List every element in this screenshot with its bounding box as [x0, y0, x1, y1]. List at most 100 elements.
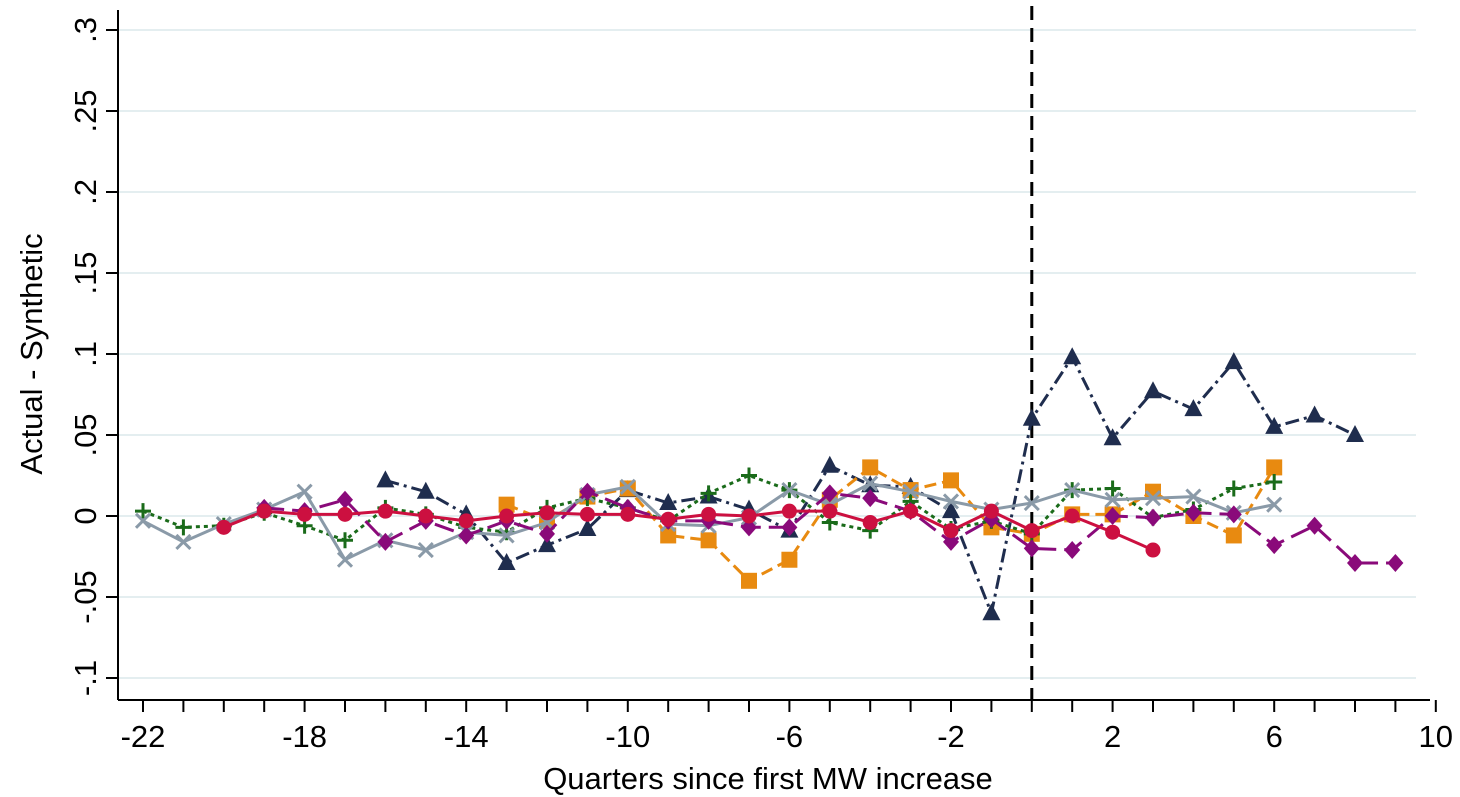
data-point-diamond [821, 484, 838, 503]
data-point-circle [822, 503, 838, 519]
y-tick-label: -.1 [68, 660, 103, 696]
data-point-plus [175, 519, 192, 536]
x-tick-label: -22 [121, 719, 166, 754]
y-tick-label: .05 [68, 413, 103, 456]
data-point-plus [741, 467, 757, 484]
data-point-triangle [1265, 416, 1284, 434]
data-point-plus [1225, 480, 1242, 497]
x-tick-label: -6 [776, 719, 804, 754]
data-point-x [1023, 494, 1040, 512]
data-point-diamond [943, 532, 959, 551]
grid-layer [118, 29, 1416, 679]
data-point-circle [418, 508, 434, 524]
series-square [498, 459, 1283, 589]
data-point-diamond [579, 482, 596, 501]
data-point-x [417, 541, 434, 559]
y-tick-label: .2 [68, 179, 103, 205]
data-point-square [943, 472, 959, 489]
y-tick-label: 0 [68, 507, 103, 524]
data-point-diamond [1387, 553, 1404, 572]
data-point-circle [701, 506, 717, 522]
series-diamond [256, 482, 1404, 572]
data-point-circle [297, 506, 313, 522]
data-point-x [1064, 482, 1081, 499]
data-point-x [942, 493, 960, 510]
data-point-triangle [376, 470, 395, 488]
series-layer [134, 347, 1404, 621]
data-point-circle [256, 503, 272, 519]
series-circle [216, 503, 1161, 558]
data-point-diamond [1023, 539, 1040, 558]
y-tick-label: .3 [68, 17, 103, 43]
data-point-triangle [1022, 408, 1041, 426]
axes-layer: -.1-.050.05.1.15.2.25.3-22 -18 -14 -10 -6 -2 2… [68, 10, 1453, 754]
data-point-triangle [1305, 405, 1324, 423]
x-tick-label: 10 [1419, 719, 1453, 754]
data-point-circle [377, 503, 393, 519]
data-point-x [296, 483, 313, 500]
data-point-triangle [1184, 399, 1203, 417]
data-point-plus [1104, 480, 1121, 497]
data-point-diamond [539, 524, 555, 543]
data-point-circle [620, 506, 636, 522]
data-point-circle [458, 513, 474, 529]
data-point-x [134, 512, 152, 529]
data-point-circle [903, 503, 919, 519]
data-point-diamond [377, 532, 394, 551]
data-point-x [619, 478, 636, 495]
data-point-triangle [1346, 425, 1364, 442]
data-point-circle [862, 514, 878, 530]
data-point-circle [216, 519, 232, 535]
data-point-triangle [538, 535, 556, 553]
data-point-diamond [337, 490, 353, 509]
data-point-triangle [416, 481, 435, 499]
data-point-diamond [1064, 541, 1081, 560]
x-tick-label: 6 [1266, 719, 1283, 754]
data-point-x [1104, 491, 1121, 508]
data-point-circle [337, 506, 353, 522]
data-point-diamond [1185, 503, 1202, 522]
data-point-x [1185, 488, 1202, 505]
data-point-plus [1266, 473, 1283, 490]
data-point-x [862, 475, 879, 492]
data-point-diamond [1306, 516, 1323, 535]
data-point-triangle [497, 552, 516, 570]
data-point-circle [1105, 524, 1121, 540]
data-point-x [336, 551, 354, 568]
data-point-triangle [1063, 347, 1082, 365]
data-point-x [1144, 490, 1162, 507]
data-point-diamond [1104, 507, 1121, 525]
data-point-x [175, 533, 192, 550]
data-point-circle [983, 503, 999, 519]
x-tick-label: 2 [1104, 719, 1121, 754]
data-point-square [781, 551, 798, 568]
data-point-x [902, 483, 919, 500]
data-point-diamond [862, 489, 879, 508]
data-point-circle [1145, 542, 1161, 558]
x-tick-label: -10 [605, 719, 650, 754]
data-point-circle [1064, 508, 1080, 524]
data-point-square [1266, 459, 1283, 476]
data-point-square [498, 496, 515, 513]
data-point-circle [943, 523, 959, 539]
data-point-triangle [982, 603, 1001, 621]
data-point-circle [660, 511, 676, 527]
data-point-circle [539, 505, 555, 521]
data-point-triangle [659, 493, 678, 511]
y-tick-label: .25 [68, 89, 103, 132]
data-point-diamond [741, 518, 757, 537]
data-point-circle [499, 508, 515, 524]
data-point-diamond [1347, 553, 1363, 572]
data-point-x [498, 527, 515, 544]
x-tick-label: -2 [937, 719, 965, 754]
x-axis-title: Quarters since first MW increase [543, 761, 993, 796]
data-point-square [660, 527, 677, 544]
x-tick-label: -18 [282, 719, 327, 754]
data-point-circle [1024, 523, 1040, 539]
data-point-triangle [820, 455, 839, 473]
data-point-plus [337, 532, 353, 549]
y-tick-label: .15 [68, 251, 103, 294]
data-point-triangle [1224, 352, 1243, 370]
data-point-plus [135, 503, 151, 520]
